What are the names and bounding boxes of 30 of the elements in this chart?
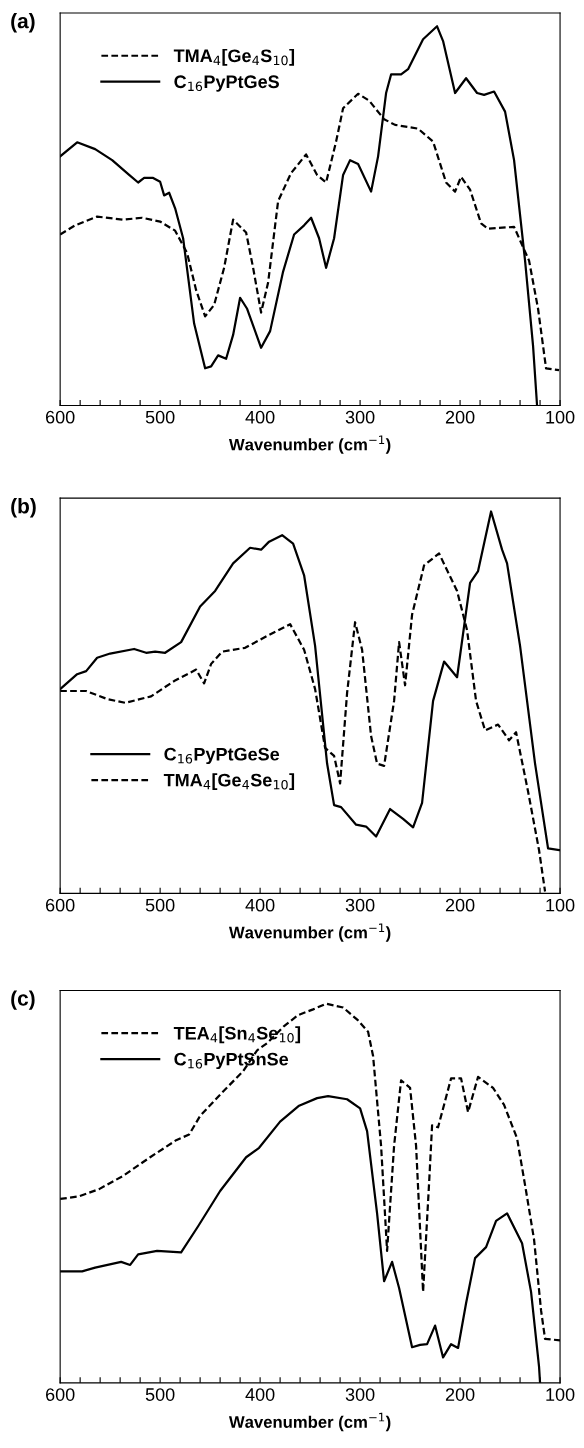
x-axis-title: Wavenumber (cm$^{−1}$) [228,1412,391,1432]
x-tick-label: 100 [546,898,575,912]
x-tick-label: 200 [445,898,475,912]
legend-label: C$_{16}$PyPtGeS [174,75,279,92]
x-tick-label: 500 [145,898,175,912]
x-tick-label: 400 [245,898,275,912]
chart-title: (a) [11,13,35,33]
x-tick-label: 500 [145,410,175,424]
x-axis-title: Wavenumber (cm$^{−1}$) [228,435,391,454]
x-tick-label: 400 [245,1388,275,1401]
chart-title: (b) [11,498,36,518]
legend-label: C$_{16}$PyPtSnSe [174,1052,289,1070]
legend-label: TEA$_{4}$[Sn$_{4}$Se$_{10}$] [173,1026,301,1044]
x-tick-label: 300 [345,1388,375,1401]
x-tick-label: 200 [445,1388,475,1401]
x-tick-label: 100 [546,1388,575,1401]
legend-label: TMA$_{4}$[Ge$_{4}$S$_{10}$] [173,48,295,66]
legend-label: C$_{16}$PyPtGeSe [164,747,280,765]
x-tick-label: 200 [445,410,475,424]
x-tick-label: 300 [345,898,375,912]
x-tick-label: 600 [46,898,75,912]
x-tick-label: 600 [46,1388,75,1401]
x-tick-label: 600 [46,410,75,424]
x-tick-label: 500 [145,1388,175,1401]
x-tick-label: 100 [546,410,575,424]
x-tick-label: 300 [345,410,375,424]
legend-label: TMA$_{4}$[Ge$_{4}$Se$_{10}$] [163,773,295,791]
chart-title: (c) [11,990,35,1010]
x-axis-title: Wavenumber (cm$^{−1}$) [228,923,391,942]
x-tick-label: 400 [245,410,275,424]
